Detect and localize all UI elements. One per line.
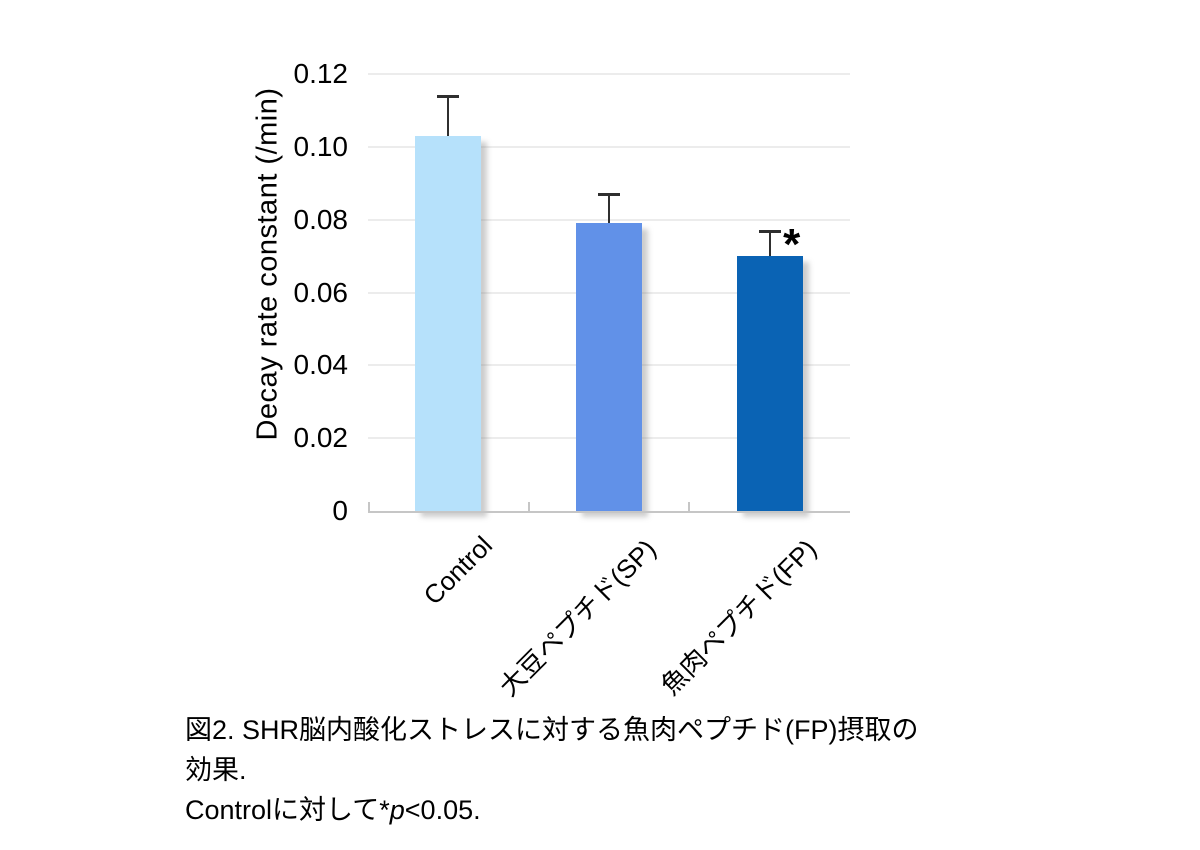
x-axis-tick [527, 502, 530, 511]
figure-caption: 図2. SHR脳内酸化ストレスに対する魚肉ペプチド(FP)摂取の効果. Cont… [185, 710, 945, 830]
y-tick-label: 0.08 [293, 203, 349, 235]
bar [415, 135, 482, 511]
bar [576, 223, 642, 511]
error-bar-whisker [768, 230, 771, 257]
x-axis-tick [368, 502, 370, 511]
caption-line-2: Controlに対して*p<0.05. [185, 790, 945, 830]
error-bar-cap [598, 193, 620, 197]
y-tick-label: 0.02 [293, 422, 349, 454]
y-tick-label: 0.04 [293, 349, 349, 381]
y-tick-label: 0.06 [293, 276, 349, 308]
error-bar-cap [437, 94, 460, 98]
x-tick-label: Control [417, 530, 498, 611]
gridline [368, 73, 850, 75]
caption-line-1: 図2. SHR脳内酸化ストレスに対する魚肉ペプチド(FP)摂取の効果. [185, 715, 919, 785]
error-bar-whisker [608, 194, 610, 224]
y-tick-label: 0 [332, 495, 348, 526]
y-tick-label: 0.12 [293, 58, 349, 89]
x-axis-tick [688, 502, 691, 511]
x-axis-line [368, 511, 850, 513]
gridline [368, 145, 850, 148]
y-tick-label: 0.10 [293, 130, 349, 162]
caption-line2-post: <0.05. [404, 795, 481, 825]
error-bar-whisker [447, 95, 450, 136]
error-bar-cap [758, 229, 781, 233]
significance-asterisk: * [783, 220, 801, 270]
caption-line2-pvalue: p [389, 795, 405, 825]
x-tick-label: 大豆ペプチド(SP) [493, 533, 662, 702]
bar [736, 256, 803, 511]
caption-line2-pre: Controlに対して* [185, 795, 390, 825]
x-tick-label: 魚肉ペプチド(FP) [655, 533, 823, 701]
